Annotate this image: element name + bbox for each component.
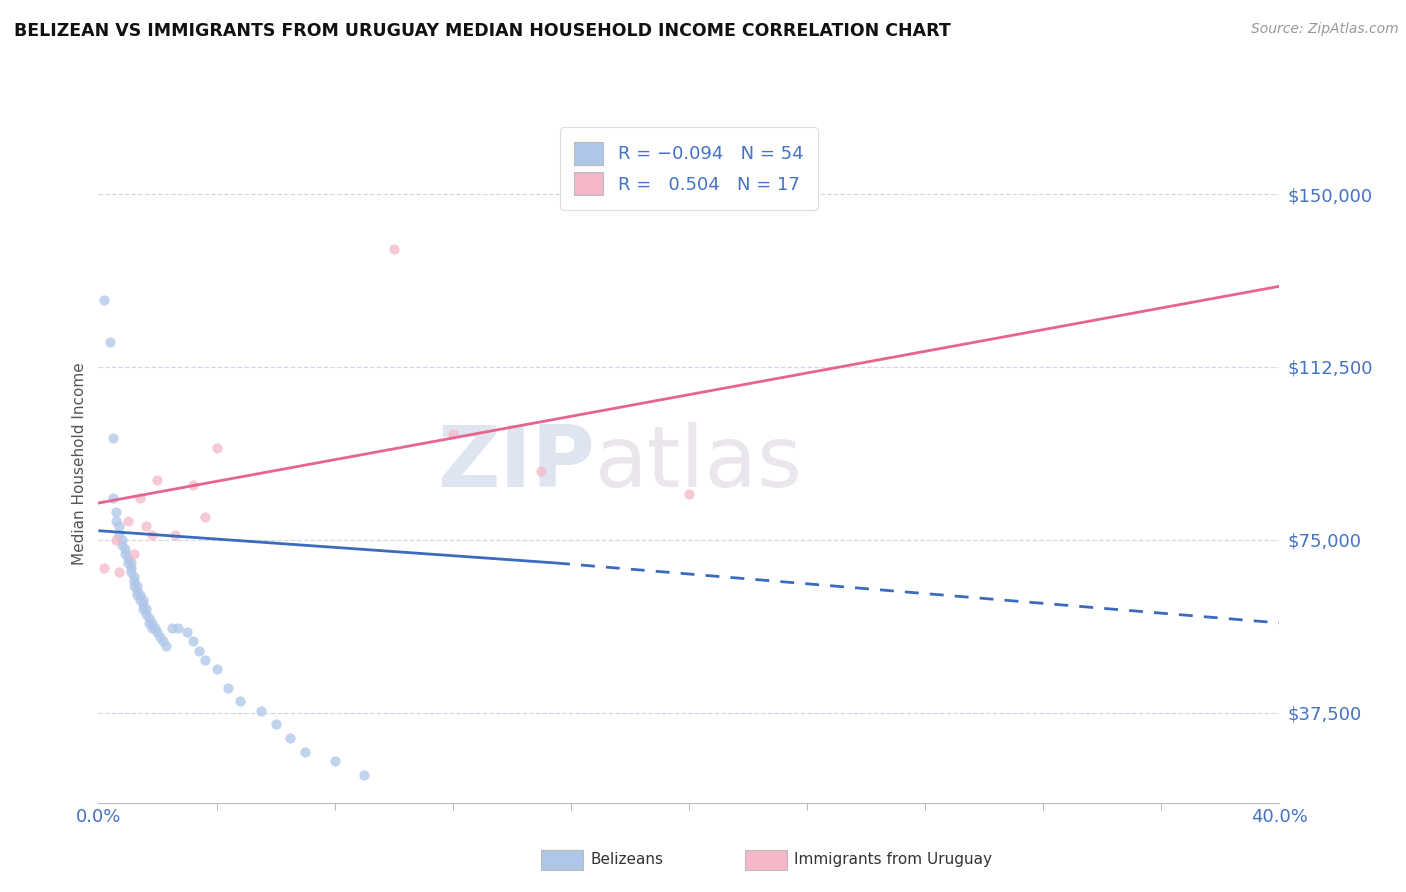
Point (114, 547, 136, 561)
Point (132, 598, 155, 612)
Point (103, 432, 125, 446)
Point (125, 579, 148, 593)
Point (138, 615, 160, 630)
Point (114, 542, 136, 557)
Point (128, 588, 150, 602)
Point (117, 556, 139, 570)
Point (132, 593, 155, 607)
Text: Belizeans: Belizeans (591, 853, 664, 867)
Point (217, 681, 239, 695)
Point (108, 528, 131, 542)
Point (120, 560, 142, 574)
Point (105, 515, 128, 529)
Point (122, 579, 145, 593)
Point (205, 662, 228, 676)
Point (205, 441, 228, 455)
Point (132, 602, 155, 616)
Point (678, 487, 700, 501)
Point (125, 588, 148, 602)
Point (117, 515, 139, 529)
Point (181, 477, 204, 491)
Point (103, 491, 125, 506)
Text: Immigrants from Uruguay: Immigrants from Uruguay (794, 853, 993, 867)
Point (155, 639, 177, 653)
Point (108, 565, 131, 579)
Point (146, 473, 169, 487)
Point (111, 537, 134, 551)
Point (105, 533, 128, 547)
Point (143, 621, 166, 635)
Point (105, 505, 128, 519)
Point (146, 625, 169, 640)
Point (167, 621, 190, 635)
Point (122, 574, 145, 589)
Point (187, 643, 209, 657)
Text: Source: ZipAtlas.com: Source: ZipAtlas.com (1251, 22, 1399, 37)
Point (278, 731, 302, 746)
Point (152, 634, 174, 648)
Point (162, 621, 183, 635)
Point (128, 593, 150, 607)
Point (441, 426, 464, 441)
Point (141, 621, 163, 635)
Point (176, 625, 198, 640)
Point (138, 611, 160, 625)
Text: atlas: atlas (595, 422, 803, 506)
Point (117, 551, 139, 566)
Point (194, 653, 217, 667)
Point (382, 243, 405, 257)
Point (165, 528, 187, 542)
Point (149, 630, 172, 644)
Point (135, 519, 157, 533)
Point (120, 565, 142, 579)
Point (141, 528, 163, 542)
Point (264, 717, 287, 731)
Point (128, 491, 150, 506)
Point (111, 533, 134, 547)
Point (353, 768, 375, 782)
Point (125, 583, 148, 598)
Point (229, 694, 252, 708)
Y-axis label: Median Household Income: Median Household Income (72, 362, 87, 566)
Point (181, 634, 204, 648)
Point (294, 745, 316, 759)
Point (93, 293, 115, 307)
Point (93, 560, 115, 574)
Point (323, 754, 346, 768)
Point (108, 519, 131, 533)
Point (122, 570, 145, 584)
Text: BELIZEAN VS IMMIGRANTS FROM URUGUAY MEDIAN HOUSEHOLD INCOME CORRELATION CHART: BELIZEAN VS IMMIGRANTS FROM URUGUAY MEDI… (14, 22, 950, 40)
Point (98, 334, 121, 349)
Point (120, 556, 142, 570)
Point (194, 509, 217, 524)
Point (250, 704, 273, 718)
Text: ZIP: ZIP (437, 422, 595, 506)
Point (122, 547, 145, 561)
Point (530, 464, 553, 478)
Point (135, 607, 157, 621)
Point (141, 615, 163, 630)
Point (135, 602, 157, 616)
Legend: R = −0.094   N = 54, R =   0.504   N = 17: R = −0.094 N = 54, R = 0.504 N = 17 (560, 128, 818, 210)
